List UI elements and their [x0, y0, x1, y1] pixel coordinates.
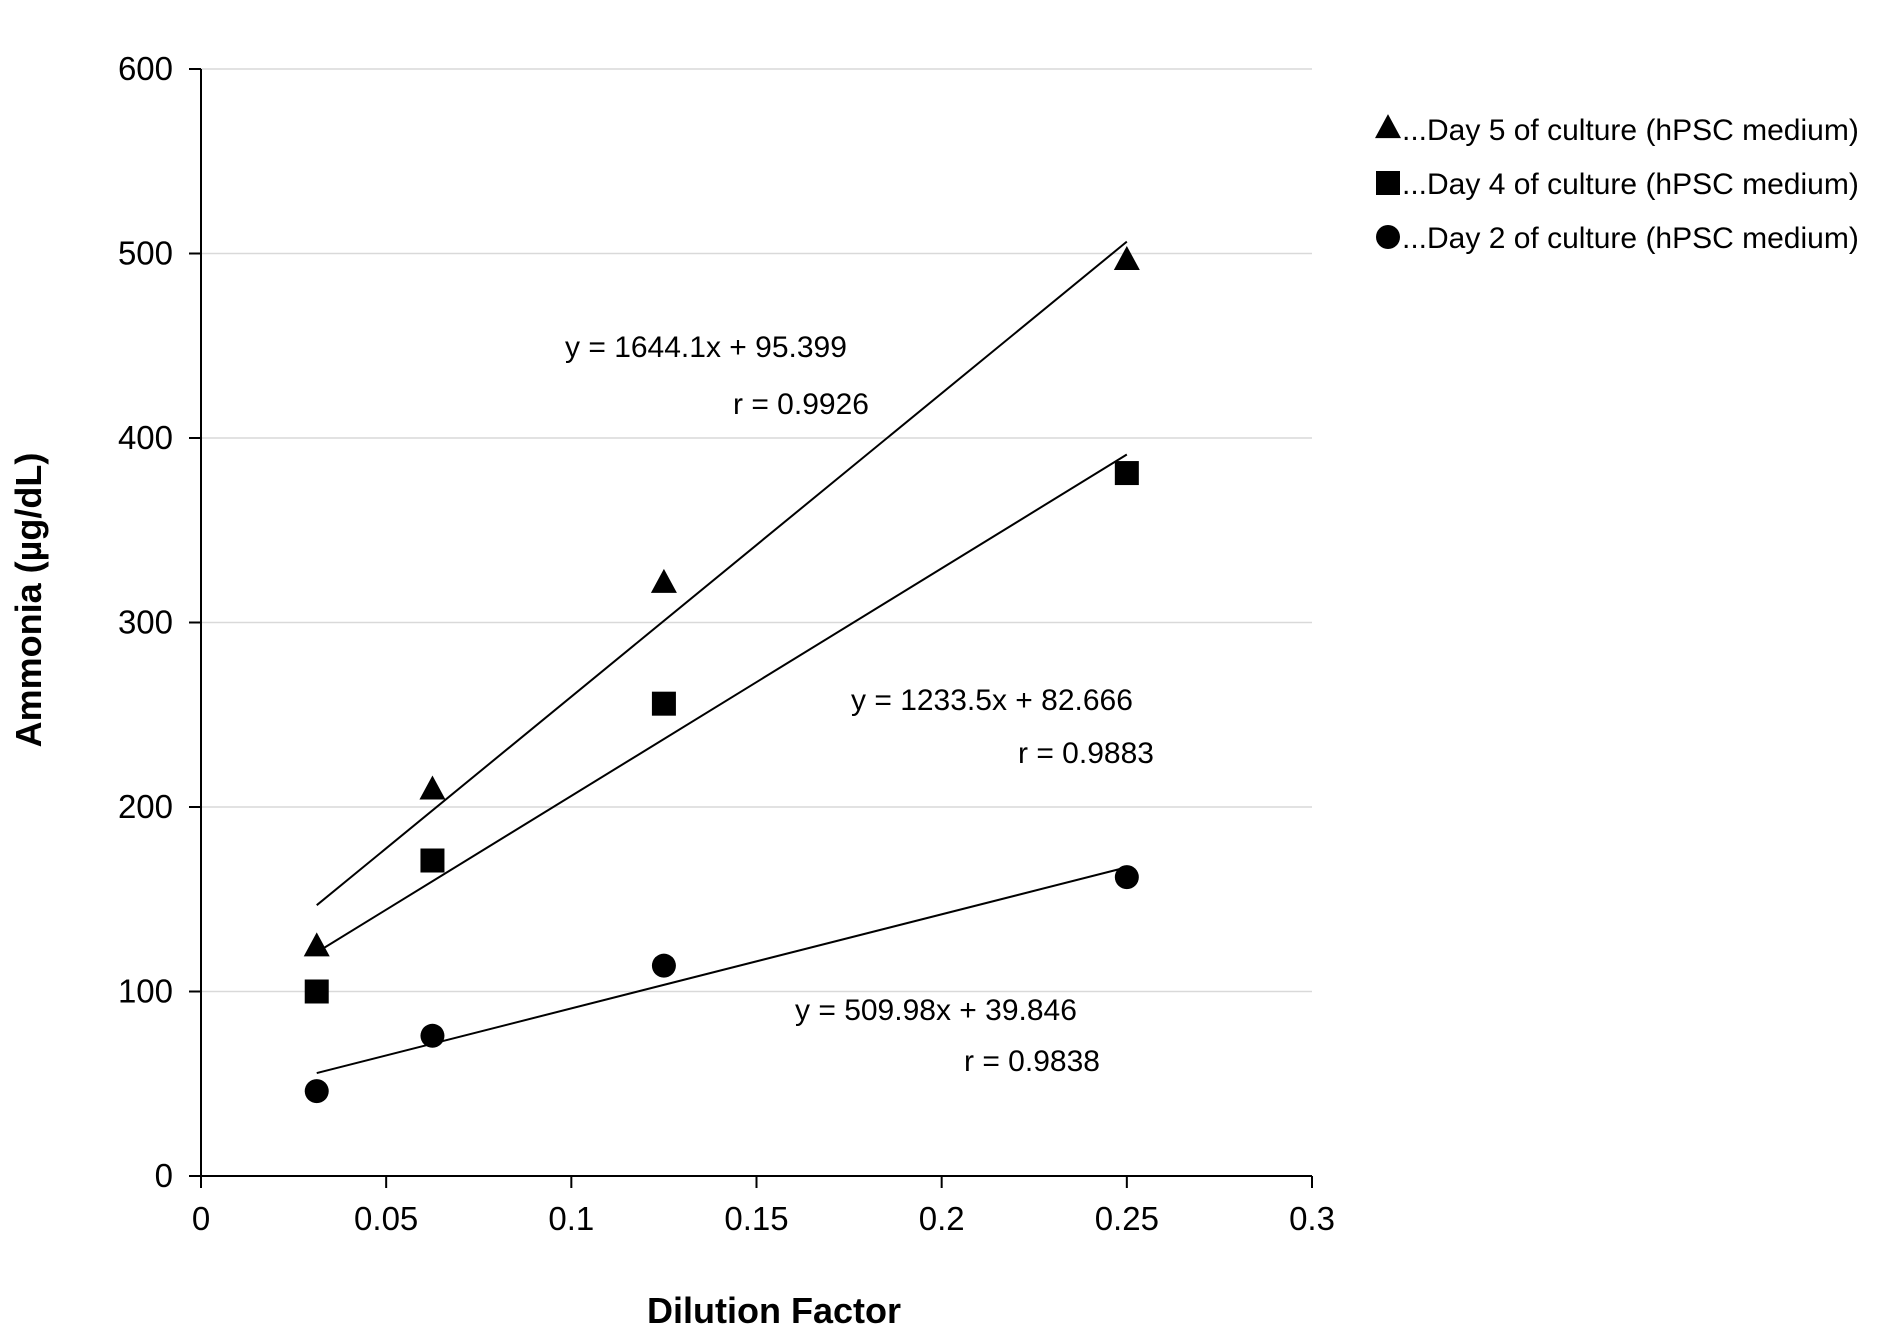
- r-value-day4: r = 0.9883: [1018, 737, 1154, 770]
- r-value-day5: r = 0.9926: [733, 388, 869, 421]
- y-tick-label: 400: [118, 419, 173, 456]
- x-tick-label: 0.05: [354, 1200, 418, 1237]
- circle-point: [1114, 865, 1139, 890]
- legend-entry-label: ...Day 2 of culture (hPSC medium): [1402, 222, 1859, 255]
- y-tick-label: 200: [118, 788, 173, 825]
- y-tick-label: 500: [118, 235, 173, 272]
- x-tick-label: 0.15: [724, 1200, 788, 1237]
- circle-point: [304, 1079, 329, 1104]
- legend-entry-label: ...Day 4 of culture (hPSC medium): [1402, 168, 1859, 201]
- circle-point: [651, 953, 676, 978]
- x-tick-label: 0.25: [1095, 1200, 1159, 1237]
- equation-day2: y = 509.98x + 39.846: [795, 994, 1077, 1027]
- y-tick-label: 600: [118, 50, 173, 87]
- circle-point: [420, 1023, 445, 1048]
- trendline-series-1: [316, 453, 1128, 954]
- y-tick-label: 300: [118, 604, 173, 641]
- x-tick-label: 0.3: [1289, 1200, 1335, 1237]
- trendlines: [316, 240, 1128, 1075]
- y-axis-title: Ammonia (µg/dL): [8, 453, 49, 748]
- x-tick-label: 0.1: [548, 1200, 594, 1237]
- x-tick-label: 0: [192, 1200, 210, 1237]
- y-tick-label: 0: [155, 1157, 173, 1194]
- triangle-point: [303, 932, 330, 957]
- triangle-point: [1113, 246, 1140, 270]
- square-point: [420, 848, 445, 873]
- square-point: [1114, 461, 1139, 486]
- legend-square-icon: [1376, 171, 1400, 195]
- legend-entry-label: ...Day 5 of culture (hPSC medium): [1402, 114, 1859, 147]
- legend-circle-icon: [1376, 225, 1400, 249]
- x-axis-title: Dilution Factor: [647, 1290, 901, 1331]
- trend-annotations: y = 1644.1x + 95.399 r = 0.9926 y = 1233…: [565, 331, 1154, 1078]
- legend-triangle-icon: [1375, 114, 1401, 139]
- ticks: 0 100 200 300 400 500 600 0 0.05 0.1 0.15 0.2 0.25 0.…: [118, 50, 1335, 1237]
- r-value-day2: r = 0.9838: [964, 1045, 1100, 1078]
- square-point: [651, 691, 676, 716]
- equation-day4: y = 1233.5x + 82.666: [851, 684, 1133, 717]
- equation-day5: y = 1644.1x + 95.399: [565, 331, 847, 364]
- gridlines: [201, 68, 1312, 993]
- trendline-series-0: [316, 240, 1128, 906]
- square-point: [304, 979, 329, 1004]
- data-markers: [303, 246, 1140, 1104]
- triangle-point: [419, 775, 446, 800]
- trendline-series-2: [316, 866, 1128, 1075]
- legend: ...Day 5 of culture (hPSC medium) ...Day …: [1375, 114, 1859, 255]
- x-tick-label: 0.2: [919, 1200, 965, 1237]
- y-tick-label: 100: [118, 973, 173, 1010]
- triangle-point: [650, 568, 677, 593]
